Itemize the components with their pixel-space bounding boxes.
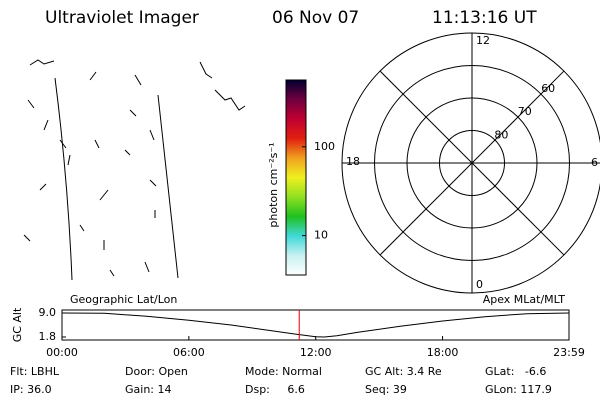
status-field: Mode: Normal xyxy=(245,365,322,378)
colorbar: 10 100 xyxy=(285,79,335,276)
status-field: GLat: -6.6 xyxy=(485,365,546,378)
title: Ultraviolet Imager xyxy=(45,8,199,28)
time: 11:13:16 UT xyxy=(432,8,537,28)
status-field: Door: Open xyxy=(125,365,188,378)
plot-title-right: Apex MLat/MLT xyxy=(483,293,566,306)
mlt-label: 6 xyxy=(591,156,598,169)
y-tick-label: 1.8 xyxy=(39,330,57,343)
status-field: Flt: LBHL xyxy=(10,365,60,378)
polar-diagonal xyxy=(379,70,565,256)
x-tick-label: 00:00 xyxy=(46,346,78,359)
status-field: Dsp: 6.6 xyxy=(245,383,305,396)
date: 06 Nov 07 xyxy=(272,8,359,28)
status-field: IP: 36.0 xyxy=(10,383,52,396)
x-tick-label: 12:00 xyxy=(300,346,332,359)
colorbar-scale xyxy=(285,79,307,276)
x-tick-label: 23:59 xyxy=(553,346,585,359)
status-field: Gain: 14 xyxy=(125,383,172,396)
status-field: GC Alt: 3.4 Re xyxy=(365,365,442,378)
colorbar-label: photon cm⁻²s⁻¹ xyxy=(267,142,280,227)
map-outlines xyxy=(23,59,246,281)
y-tick-label: 9.0 xyxy=(39,306,57,319)
polar-ring-label: 60 xyxy=(541,82,555,95)
x-tick-label: 06:00 xyxy=(173,346,205,359)
mlt-label: 0 xyxy=(476,278,483,291)
polar-ring xyxy=(374,65,570,261)
status-field: Seq: 39 xyxy=(365,383,407,396)
mlt-label: 18 xyxy=(346,155,360,168)
polar-ring xyxy=(439,130,505,196)
colorbar-tick-label: 10 xyxy=(314,229,328,242)
polar-ring-label: 80 xyxy=(494,129,508,142)
polar-ring-label: 70 xyxy=(518,105,532,118)
polar-ring xyxy=(406,97,538,229)
plot-title-left: Geographic Lat/Lon xyxy=(70,293,177,306)
x-tick-label: 18:00 xyxy=(427,346,459,359)
colorbar-tick-label: 100 xyxy=(314,140,335,153)
altitude-line xyxy=(61,312,570,338)
status-field: GLon: 117.9 xyxy=(485,383,552,396)
mlt-label: 12 xyxy=(476,34,490,47)
y-axis-label: GC Alt xyxy=(11,307,24,342)
